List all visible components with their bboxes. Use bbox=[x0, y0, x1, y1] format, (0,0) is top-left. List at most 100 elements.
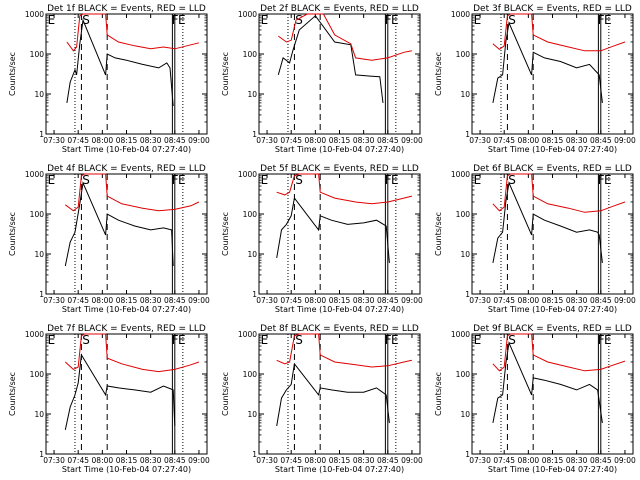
x-tick-label: 08:45 bbox=[377, 456, 399, 465]
x-axis-label: Start Time (10-Feb-04 07:27:40) bbox=[275, 465, 404, 474]
x-tick-label: 07:30 bbox=[469, 136, 491, 145]
x-tick-label: 07:45 bbox=[493, 456, 515, 465]
y-tick-label: 1 bbox=[39, 450, 44, 459]
x-tick-label: 08:00 bbox=[92, 136, 114, 145]
event-marker-e: E bbox=[604, 13, 612, 27]
x-tick-label: 08:15 bbox=[542, 456, 564, 465]
x-tick-label: 08:45 bbox=[590, 136, 612, 145]
x-tick-label: 08:45 bbox=[377, 136, 399, 145]
y-tick-label: 1000 bbox=[451, 10, 470, 19]
x-tick-label: 07:45 bbox=[280, 136, 302, 145]
x-tick-label: 08:15 bbox=[329, 136, 351, 145]
x-axis-label: Start Time (10-Feb-04 07:27:40) bbox=[62, 145, 191, 154]
series-line-events bbox=[64, 181, 174, 267]
x-tick-label: 08:30 bbox=[566, 296, 588, 305]
y-axis-label: Counts/sec bbox=[434, 52, 443, 96]
x-tick-label: 08:30 bbox=[566, 456, 588, 465]
x-tick-label: 07:30 bbox=[256, 296, 278, 305]
series-line-lld bbox=[492, 13, 626, 52]
x-axis-label: Start Time (10-Feb-04 07:27:40) bbox=[275, 305, 404, 314]
x-tick-label: 07:30 bbox=[469, 456, 491, 465]
event-marker-e: E bbox=[391, 333, 399, 347]
chart-title: Det 9f BLACK = Events, RED = LLD bbox=[473, 324, 632, 334]
x-tick-label: 08:30 bbox=[140, 136, 162, 145]
x-axis-label: Start Time (10-Feb-04 07:27:40) bbox=[275, 145, 404, 154]
event-marker-e: E bbox=[48, 333, 56, 347]
x-tick-label: 08:15 bbox=[116, 296, 138, 305]
y-tick-label: 100 bbox=[456, 50, 471, 59]
x-tick-label: 08:15 bbox=[329, 456, 351, 465]
y-axis-label: Counts/sec bbox=[434, 372, 443, 416]
y-tick-label: 100 bbox=[30, 370, 45, 379]
x-tick-label: 08:15 bbox=[116, 456, 138, 465]
y-tick-label: 1 bbox=[252, 130, 257, 139]
x-tick-label: 07:30 bbox=[256, 456, 278, 465]
event-marker-f: F bbox=[385, 333, 392, 347]
y-tick-label: 100 bbox=[456, 370, 471, 379]
series-line-lld bbox=[492, 333, 626, 372]
y-tick-label: 10 bbox=[460, 250, 470, 259]
panel-det-7: Det 7f BLACK = Events, RED = LLD 07:30 07:… bbox=[8, 324, 210, 474]
series-line-lld bbox=[65, 173, 200, 212]
x-tick-label: 07:45 bbox=[280, 296, 302, 305]
x-axis-label: Start Time (10-Feb-04 07:27:40) bbox=[488, 305, 617, 314]
x-tick-label: 08:45 bbox=[164, 456, 186, 465]
x-tick-label: 07:45 bbox=[280, 456, 302, 465]
x-tick-label: 09:00 bbox=[188, 136, 210, 145]
x-tick-label: 08:00 bbox=[518, 296, 540, 305]
y-tick-label: 1000 bbox=[25, 10, 44, 19]
y-tick-label: 1 bbox=[465, 450, 470, 459]
x-tick-label: 08:30 bbox=[140, 296, 162, 305]
panel-det-6: Det 6f BLACK = Events, RED = LLD 07:30 07:… bbox=[434, 164, 636, 314]
x-tick-label: 07:45 bbox=[493, 136, 515, 145]
x-tick-label: 07:30 bbox=[43, 456, 65, 465]
y-axis-label: Counts/sec bbox=[8, 372, 17, 416]
x-tick-label: 09:00 bbox=[188, 456, 210, 465]
y-tick-label: 1000 bbox=[238, 330, 257, 339]
y-tick-label: 1000 bbox=[238, 10, 257, 19]
chart-title: Det 7f BLACK = Events, RED = LLD bbox=[47, 324, 206, 334]
y-axis-label: Counts/sec bbox=[8, 212, 17, 256]
series-line-events bbox=[492, 21, 603, 103]
chart-title: Det 5f BLACK = Events, RED = LLD bbox=[260, 164, 419, 174]
event-marker-f: F bbox=[598, 13, 605, 27]
y-tick-label: 1 bbox=[252, 450, 257, 459]
x-tick-label: 08:00 bbox=[305, 456, 327, 465]
x-tick-label: 08:00 bbox=[92, 456, 114, 465]
x-tick-label: 08:00 bbox=[305, 136, 327, 145]
event-marker-e: E bbox=[474, 333, 482, 347]
series-line-lld bbox=[278, 13, 412, 61]
y-tick-label: 10 bbox=[34, 250, 44, 259]
y-tick-label: 100 bbox=[243, 210, 258, 219]
x-tick-label: 09:00 bbox=[614, 296, 636, 305]
y-axis-label: Counts/sec bbox=[8, 52, 17, 96]
event-marker-s: S bbox=[295, 333, 303, 347]
panel-det-5: Det 5f BLACK = Events, RED = LLD 07:30 07:… bbox=[221, 164, 423, 314]
x-tick-label: 07:30 bbox=[43, 136, 65, 145]
event-marker-e: E bbox=[474, 13, 482, 27]
x-tick-label: 07:30 bbox=[469, 296, 491, 305]
y-tick-label: 1 bbox=[465, 130, 470, 139]
event-marker-e: E bbox=[391, 173, 399, 187]
event-marker-e: E bbox=[261, 13, 269, 27]
series-line-lld bbox=[66, 13, 200, 52]
y-tick-label: 100 bbox=[243, 50, 258, 59]
x-tick-label: 08:30 bbox=[353, 136, 375, 145]
event-marker-e: E bbox=[178, 173, 186, 187]
x-tick-label: 07:30 bbox=[43, 296, 65, 305]
y-tick-label: 1000 bbox=[451, 330, 470, 339]
y-tick-label: 1000 bbox=[25, 330, 44, 339]
event-marker-s: S bbox=[82, 333, 90, 347]
x-tick-label: 08:30 bbox=[140, 456, 162, 465]
panel-det-8: Det 8f BLACK = Events, RED = LLD 07:30 07:… bbox=[221, 324, 423, 474]
x-tick-label: 08:00 bbox=[92, 296, 114, 305]
series-line-lld bbox=[64, 333, 200, 373]
x-tick-label: 07:45 bbox=[493, 296, 515, 305]
y-axis-label: Counts/sec bbox=[434, 212, 443, 256]
y-tick-label: 1000 bbox=[25, 170, 44, 179]
x-tick-label: 08:45 bbox=[590, 456, 612, 465]
y-tick-label: 100 bbox=[243, 370, 258, 379]
event-marker-s: S bbox=[82, 13, 90, 27]
event-marker-s: S bbox=[295, 173, 303, 187]
